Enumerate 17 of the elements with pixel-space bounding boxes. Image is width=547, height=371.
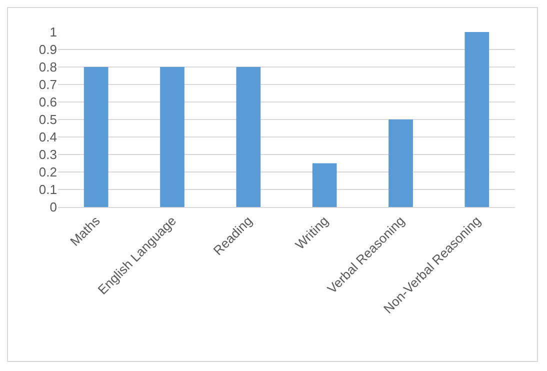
y-tick-label: 0.7	[38, 77, 57, 92]
y-tick-label: 0.9	[38, 42, 57, 58]
y-tick-label: 0.3	[38, 147, 57, 162]
y-tick-label: 1	[50, 24, 57, 40]
y-tick-label: 0.8	[38, 60, 57, 75]
bar	[312, 163, 337, 207]
y-tick-label: 0.2	[38, 164, 57, 180]
y-tick-label: 0.1	[38, 182, 57, 198]
y-tick-label: 0.6	[38, 94, 57, 110]
y-tick-label: 0.5	[38, 112, 57, 128]
bar	[236, 67, 261, 207]
y-tick-label: 0.4	[38, 130, 57, 145]
bar	[160, 67, 184, 207]
bar	[84, 67, 108, 207]
bar	[464, 32, 490, 207]
bar	[388, 120, 413, 207]
y-tick-label: 0	[50, 200, 57, 215]
